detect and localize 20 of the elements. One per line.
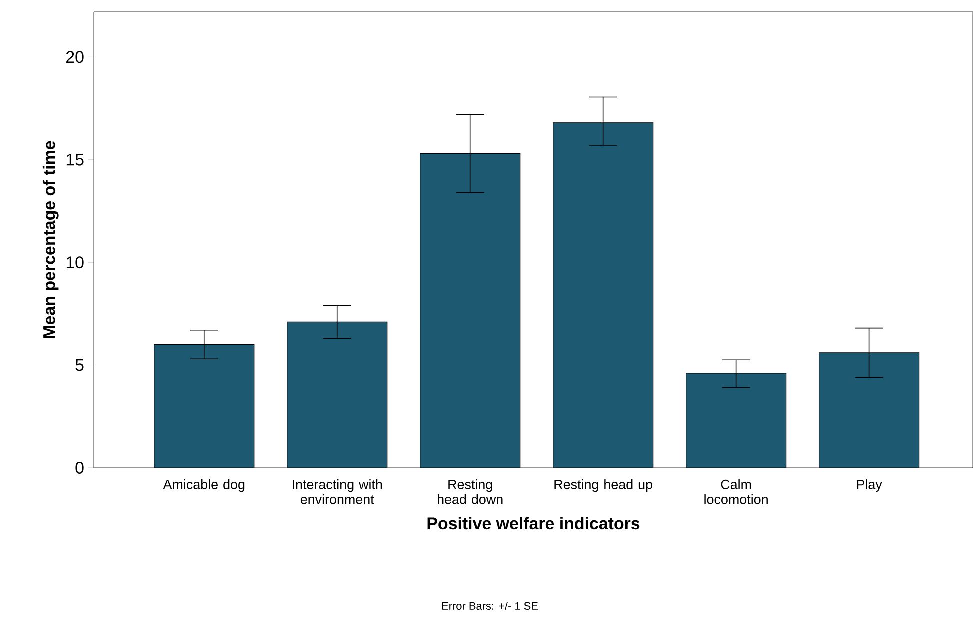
x-tick-label: Calm locomotion (704, 480, 768, 504)
y-tick-label: 20 (66, 51, 84, 64)
x-tick-label: Interacting with environment (292, 480, 382, 504)
bar (686, 374, 786, 468)
bar (154, 344, 254, 468)
y-axis-title: Mean percentage of time (42, 141, 59, 338)
y-tick-label: 15 (66, 154, 84, 166)
y-tick-label: 0 (76, 462, 84, 474)
y-tick-label: 10 (66, 256, 84, 269)
x-tick-label: Resting head up (554, 480, 652, 492)
bar (818, 352, 920, 468)
y-tick-label: 5 (76, 359, 84, 372)
x-axis-title: Positive welfare indicators (428, 517, 640, 530)
text: Error Bars: +/- 1 SE (442, 602, 538, 610)
x-tick-label: Resting head down (438, 480, 503, 504)
x-tick-label: Play (857, 480, 882, 492)
bar (420, 154, 520, 468)
bar (287, 322, 388, 468)
x-tick-label: Amicable dog (163, 480, 245, 492)
bar (553, 122, 654, 468)
